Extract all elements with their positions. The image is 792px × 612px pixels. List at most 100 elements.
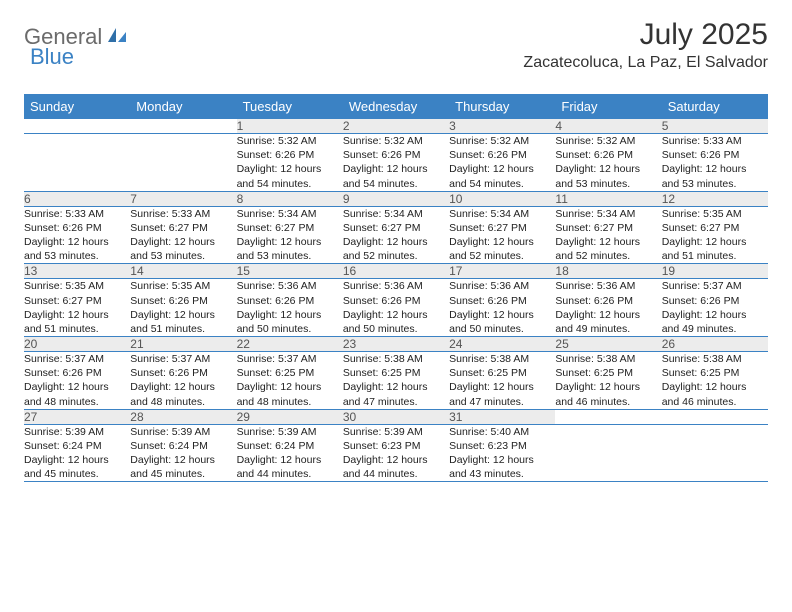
day-number-cell: 24 [449, 337, 555, 352]
detail-daylight1: Daylight: 12 hours [662, 235, 768, 249]
weekday-header: Wednesday [343, 94, 449, 119]
detail-daylight1: Daylight: 12 hours [24, 308, 130, 322]
detail-sunset: Sunset: 6:23 PM [449, 439, 555, 453]
day-number-cell: 6 [24, 191, 130, 206]
day-detail-cell: Sunrise: 5:32 AMSunset: 6:26 PMDaylight:… [555, 134, 661, 192]
title-block: July 2025 Zacatecoluca, La Paz, El Salva… [523, 18, 768, 72]
detail-sunset: Sunset: 6:26 PM [662, 294, 768, 308]
day-number-row: 13141516171819 [24, 264, 768, 279]
day-number-cell: 23 [343, 337, 449, 352]
day-detail-cell: Sunrise: 5:35 AMSunset: 6:27 PMDaylight:… [24, 279, 130, 337]
detail-daylight2: and 52 minutes. [449, 249, 555, 263]
day-detail-cell: Sunrise: 5:39 AMSunset: 6:24 PMDaylight:… [130, 424, 236, 482]
detail-daylight1: Daylight: 12 hours [130, 453, 236, 467]
detail-daylight2: and 48 minutes. [24, 395, 130, 409]
detail-sunset: Sunset: 6:24 PM [130, 439, 236, 453]
calendar-body: 12345Sunrise: 5:32 AMSunset: 6:26 PMDayl… [24, 119, 768, 482]
detail-sunrise: Sunrise: 5:36 AM [343, 279, 449, 293]
detail-sunrise: Sunrise: 5:32 AM [237, 134, 343, 148]
detail-daylight1: Daylight: 12 hours [24, 235, 130, 249]
day-number-cell: 15 [237, 264, 343, 279]
day-number-cell: 16 [343, 264, 449, 279]
logo-blue-row: Blue [30, 44, 74, 70]
detail-sunrise: Sunrise: 5:37 AM [24, 352, 130, 366]
day-detail-cell: Sunrise: 5:39 AMSunset: 6:24 PMDaylight:… [237, 424, 343, 482]
detail-sunset: Sunset: 6:27 PM [555, 221, 661, 235]
day-detail-cell: Sunrise: 5:38 AMSunset: 6:25 PMDaylight:… [555, 352, 661, 410]
day-number-cell: 7 [130, 191, 236, 206]
detail-sunset: Sunset: 6:24 PM [24, 439, 130, 453]
detail-daylight2: and 45 minutes. [24, 467, 130, 481]
detail-daylight1: Daylight: 12 hours [343, 380, 449, 394]
detail-daylight1: Daylight: 12 hours [24, 380, 130, 394]
detail-daylight1: Daylight: 12 hours [24, 453, 130, 467]
detail-daylight1: Daylight: 12 hours [130, 235, 236, 249]
weekday-header: Saturday [662, 94, 768, 119]
weekday-header: Monday [130, 94, 236, 119]
day-number-cell: 4 [555, 119, 661, 134]
weekday-header: Sunday [24, 94, 130, 119]
calendar-table: Sunday Monday Tuesday Wednesday Thursday… [24, 94, 768, 482]
detail-daylight1: Daylight: 12 hours [130, 308, 236, 322]
day-number-cell: 19 [662, 264, 768, 279]
detail-daylight2: and 47 minutes. [343, 395, 449, 409]
detail-sunrise: Sunrise: 5:35 AM [130, 279, 236, 293]
detail-daylight1: Daylight: 12 hours [343, 308, 449, 322]
detail-daylight2: and 44 minutes. [343, 467, 449, 481]
day-number-cell: 20 [24, 337, 130, 352]
detail-daylight1: Daylight: 12 hours [449, 453, 555, 467]
day-detail-cell [555, 424, 661, 482]
day-number-cell: 27 [24, 409, 130, 424]
day-detail-row: Sunrise: 5:33 AMSunset: 6:26 PMDaylight:… [24, 206, 768, 264]
detail-daylight2: and 48 minutes. [130, 395, 236, 409]
detail-daylight1: Daylight: 12 hours [555, 380, 661, 394]
detail-daylight1: Daylight: 12 hours [449, 308, 555, 322]
day-number-cell: 2 [343, 119, 449, 134]
day-number-cell: 25 [555, 337, 661, 352]
day-detail-cell: Sunrise: 5:37 AMSunset: 6:26 PMDaylight:… [130, 352, 236, 410]
detail-sunrise: Sunrise: 5:35 AM [24, 279, 130, 293]
detail-sunrise: Sunrise: 5:32 AM [555, 134, 661, 148]
detail-sunset: Sunset: 6:27 PM [343, 221, 449, 235]
day-detail-cell: Sunrise: 5:37 AMSunset: 6:26 PMDaylight:… [24, 352, 130, 410]
calendar-page: General July 2025 Zacatecoluca, La Paz, … [0, 0, 792, 494]
day-number-cell: 10 [449, 191, 555, 206]
detail-sunrise: Sunrise: 5:38 AM [555, 352, 661, 366]
day-detail-cell: Sunrise: 5:36 AMSunset: 6:26 PMDaylight:… [555, 279, 661, 337]
day-number-row: 2728293031 [24, 409, 768, 424]
detail-daylight1: Daylight: 12 hours [449, 162, 555, 176]
detail-sunset: Sunset: 6:27 PM [237, 221, 343, 235]
day-number-cell: 21 [130, 337, 236, 352]
detail-daylight1: Daylight: 12 hours [343, 162, 449, 176]
month-title: July 2025 [523, 18, 768, 52]
detail-daylight2: and 46 minutes. [662, 395, 768, 409]
day-number-cell: 5 [662, 119, 768, 134]
detail-sunset: Sunset: 6:27 PM [662, 221, 768, 235]
detail-sunset: Sunset: 6:25 PM [555, 366, 661, 380]
detail-daylight1: Daylight: 12 hours [237, 308, 343, 322]
day-detail-cell: Sunrise: 5:37 AMSunset: 6:25 PMDaylight:… [237, 352, 343, 410]
detail-sunset: Sunset: 6:27 PM [130, 221, 236, 235]
day-detail-cell: Sunrise: 5:39 AMSunset: 6:24 PMDaylight:… [24, 424, 130, 482]
detail-daylight2: and 47 minutes. [449, 395, 555, 409]
detail-sunrise: Sunrise: 5:37 AM [237, 352, 343, 366]
header: General July 2025 Zacatecoluca, La Paz, … [24, 18, 768, 72]
detail-daylight1: Daylight: 12 hours [343, 453, 449, 467]
detail-daylight1: Daylight: 12 hours [237, 235, 343, 249]
day-detail-cell: Sunrise: 5:34 AMSunset: 6:27 PMDaylight:… [555, 206, 661, 264]
day-number-cell: 26 [662, 337, 768, 352]
day-number-cell: 11 [555, 191, 661, 206]
detail-sunrise: Sunrise: 5:33 AM [130, 207, 236, 221]
day-detail-cell: Sunrise: 5:33 AMSunset: 6:27 PMDaylight:… [130, 206, 236, 264]
detail-daylight2: and 50 minutes. [449, 322, 555, 336]
detail-daylight1: Daylight: 12 hours [237, 162, 343, 176]
detail-daylight1: Daylight: 12 hours [237, 453, 343, 467]
detail-sunrise: Sunrise: 5:36 AM [555, 279, 661, 293]
weekday-header: Tuesday [237, 94, 343, 119]
calendar-header-row: Sunday Monday Tuesday Wednesday Thursday… [24, 94, 768, 119]
day-detail-cell: Sunrise: 5:36 AMSunset: 6:26 PMDaylight:… [237, 279, 343, 337]
detail-daylight2: and 44 minutes. [237, 467, 343, 481]
day-detail-cell: Sunrise: 5:37 AMSunset: 6:26 PMDaylight:… [662, 279, 768, 337]
detail-daylight2: and 49 minutes. [662, 322, 768, 336]
detail-sunrise: Sunrise: 5:32 AM [449, 134, 555, 148]
